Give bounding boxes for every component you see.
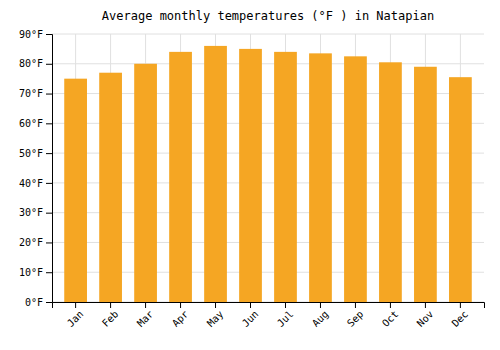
tick-mark — [355, 302, 356, 308]
tick-label: 40°F — [19, 178, 43, 189]
plot: 0°F 10°F 20°F 30°F 40°F 50°F 60°F 70°F 80°F 90°F J… — [19, 29, 485, 329]
tick: 60°F — [19, 118, 52, 129]
y-axis: 0°F 10°F 20°F 30°F 40°F 50°F 60°F 70°F 80°F 90°F — [19, 29, 53, 308]
tick-label: Jun — [240, 308, 261, 329]
tick-label: Oct — [380, 308, 401, 329]
bar — [414, 67, 437, 302]
tick-label: 20°F — [19, 237, 43, 248]
grid-line — [52, 63, 484, 64]
tick-mark — [46, 153, 52, 154]
tick: 90°F — [19, 29, 52, 40]
axis-line — [53, 303, 485, 309]
bar — [309, 53, 332, 302]
tick-mark — [46, 64, 52, 65]
tick: 50°F — [19, 148, 52, 159]
tick-label: 10°F — [19, 267, 43, 278]
title: Average monthly temperatures (°F ) in Na… — [102, 9, 434, 23]
tick: Apr — [170, 302, 191, 329]
bar — [239, 49, 262, 302]
tick-mark — [46, 272, 52, 273]
bars — [64, 46, 472, 302]
tick-label: Sep — [345, 308, 366, 329]
tick-label: May — [205, 308, 226, 329]
tick-label: Feb — [100, 308, 121, 329]
tick-mark — [460, 302, 461, 308]
bar — [64, 79, 87, 302]
tick-mark — [215, 302, 216, 308]
tick: Mar — [135, 302, 156, 329]
tick-mark — [75, 302, 76, 308]
tick-label: 0°F — [25, 297, 43, 308]
tick-label: 60°F — [19, 118, 43, 129]
tick: Sep — [345, 302, 366, 329]
tick-label: Nov — [415, 308, 436, 329]
tick-mark — [145, 302, 146, 308]
tick-label: Apr — [170, 308, 191, 329]
tick: 80°F — [19, 58, 52, 69]
x-axis: Jan Feb Mar Apr May Jun Jul Aug Sep Oct Nov Dec — [53, 302, 485, 329]
tick: Dec — [450, 302, 471, 329]
tick-label: 80°F — [19, 58, 43, 69]
tick: Feb — [100, 302, 121, 329]
tick: 40°F — [19, 178, 52, 189]
tick-label: 50°F — [19, 148, 43, 159]
tick: 20°F — [19, 237, 52, 248]
tick-mark — [46, 302, 52, 303]
tick-mark — [110, 302, 111, 308]
bar — [379, 62, 402, 302]
tick-label: 90°F — [19, 29, 43, 40]
tick-label: Mar — [135, 308, 156, 329]
tick-label: 70°F — [19, 88, 43, 99]
tick-mark — [46, 94, 52, 95]
tick-label: Aug — [310, 308, 331, 329]
tick: 0°F — [25, 297, 52, 308]
tick-mark — [180, 302, 181, 308]
tick-mark — [390, 302, 391, 308]
tick: Jan — [65, 302, 86, 329]
grid — [52, 34, 484, 302]
tick: 70°F — [19, 88, 52, 99]
tick-mark — [46, 213, 52, 214]
tick-mark — [320, 302, 321, 308]
tick: Jun — [240, 302, 261, 329]
axis-line — [46, 35, 53, 303]
tick-mark — [425, 302, 426, 308]
tick-mark — [46, 183, 52, 184]
tick: 10°F — [19, 267, 52, 278]
tick-label: Dec — [450, 308, 471, 329]
tick-mark — [46, 34, 52, 35]
tick-label: Jan — [65, 308, 86, 329]
tick: Jul — [275, 302, 296, 329]
bar — [134, 64, 157, 302]
tick-mark — [46, 123, 52, 124]
bar — [449, 77, 472, 302]
grid-line — [52, 34, 484, 35]
tick-mark — [46, 242, 52, 243]
tick: May — [205, 302, 226, 329]
tick: 30°F — [19, 207, 52, 218]
bar — [204, 46, 227, 302]
tick-label: 30°F — [19, 207, 43, 218]
tick-mark — [250, 302, 251, 308]
tick-mark — [285, 302, 286, 308]
tick: Aug — [310, 302, 331, 329]
tick: Nov — [415, 302, 436, 329]
bar — [344, 56, 367, 302]
bar — [99, 73, 122, 302]
bar — [274, 52, 297, 302]
bar — [169, 52, 192, 302]
tick-label: Jul — [275, 308, 296, 329]
chart: 0°F 10°F 20°F 30°F 40°F 50°F 60°F 70°F 80°F 90°F J… — [0, 0, 500, 350]
tick: Oct — [380, 302, 401, 329]
